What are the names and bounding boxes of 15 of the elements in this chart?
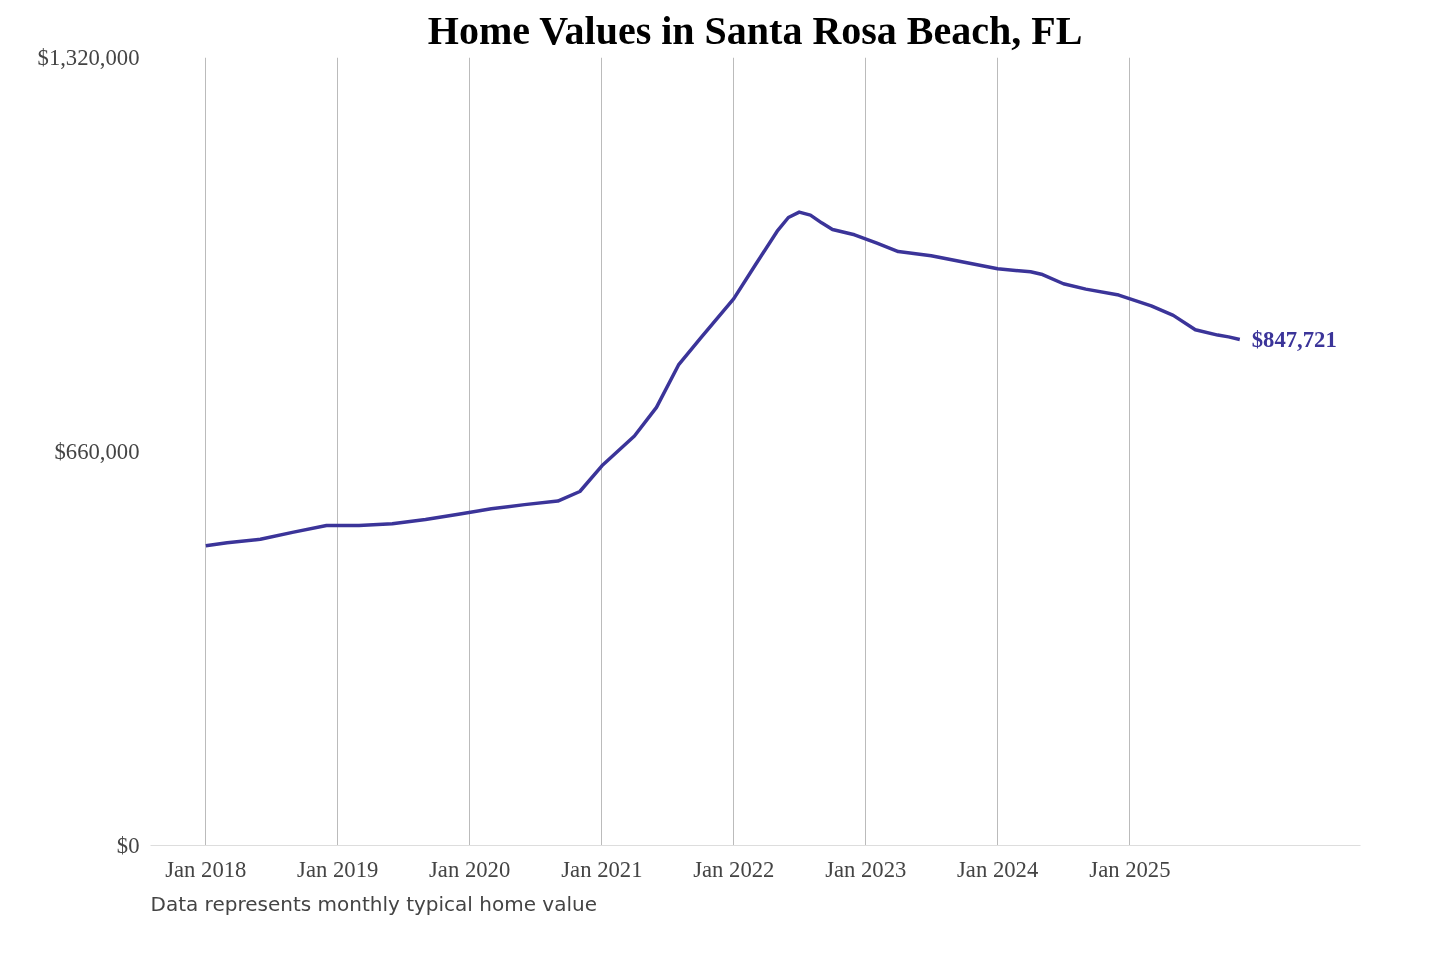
x-tick-label: Jan 2023 bbox=[825, 856, 907, 882]
x-tick-label: Jan 2021 bbox=[561, 856, 643, 882]
text: Data represents monthly typical home value bbox=[150, 891, 597, 916]
line-series bbox=[204, 210, 1242, 548]
data-label: $847,721 bbox=[1251, 326, 1337, 352]
x-tick-label: Jan 2024 bbox=[957, 856, 1039, 882]
y-tick-label: $1,320,000 bbox=[37, 45, 140, 70]
x-tick-label: Jan 2019 bbox=[297, 856, 379, 882]
x-tick-label: Jan 2020 bbox=[429, 856, 511, 882]
y-tick-label: $660,000 bbox=[54, 439, 140, 464]
x-tick-label: Jan 2022 bbox=[693, 856, 775, 882]
x-tick-label: Jan 2025 bbox=[1089, 856, 1171, 882]
chart-title: Home Values in Santa Rosa Beach, FL bbox=[427, 7, 1083, 53]
x-tick-label: Jan 2018 bbox=[165, 856, 247, 882]
y-tick-label: $0 bbox=[116, 833, 140, 858]
